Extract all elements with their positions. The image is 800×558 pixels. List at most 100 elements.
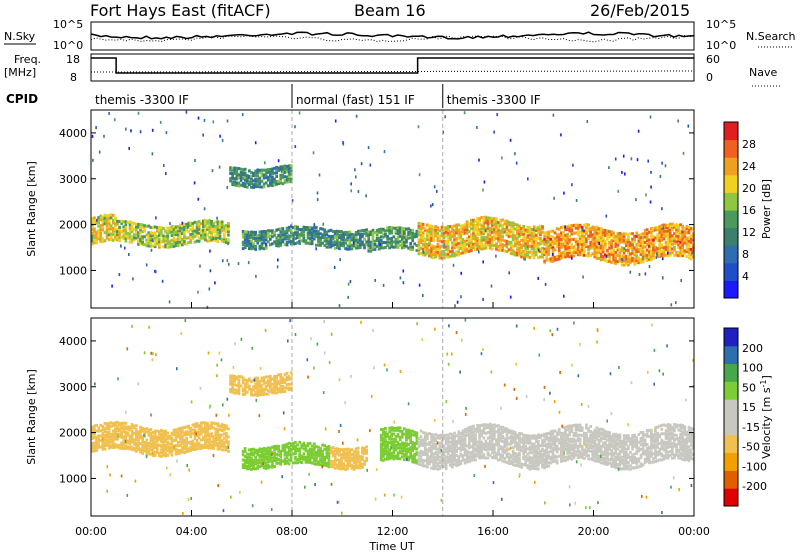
data-cell [154,454,157,457]
data-cell [246,391,249,394]
data-cell [491,241,494,244]
scatter-cell [464,111,466,114]
scatter-cell [563,295,565,298]
data-cell [480,242,483,245]
data-cell [617,244,620,247]
scatter-cell [478,250,480,253]
data-cell [294,441,297,444]
data-cell [93,216,96,219]
scatter-cell [656,252,658,255]
data-cell [602,250,605,253]
data-cell [397,433,400,436]
data-cell [623,236,626,239]
scatter-cell [631,157,633,160]
data-cell [541,256,544,259]
data-cell [447,248,450,251]
data-cell [254,245,257,248]
scatter-cell [294,125,296,128]
data-cell [614,251,617,254]
scatter-cell [146,263,148,266]
data-cell [365,457,368,460]
data-cell [401,436,404,439]
data-cell [137,445,140,448]
scatter-cell [140,130,142,133]
data-cell [673,246,676,249]
scatter-cell [227,242,229,245]
data-cell [309,442,312,445]
data-cell [518,457,521,460]
scatter-cell [277,265,279,268]
scatter-cell [647,160,649,163]
scatter-cell [370,164,372,167]
scatter-cell [255,141,257,144]
nsky-tick-high: 10^5 [53,18,83,31]
data-cell [384,427,387,430]
data-cell [573,255,576,258]
data-cell [589,425,592,428]
data-cell [143,230,146,233]
data-cell [135,424,138,427]
data-cell [284,390,287,393]
scatter-cell [384,150,386,153]
scatter-cell [572,164,574,167]
data-cell [217,240,220,243]
power-colorbar-label: Power [dB] [760,179,773,239]
scatter-cell [453,264,455,267]
data-cell [244,168,247,171]
scatter-cell [380,243,382,246]
data-cell [112,214,115,217]
data-cell [93,228,96,231]
data-cell [409,242,412,245]
data-cell [395,438,398,441]
scatter-cell [219,166,221,169]
data-cell [623,252,626,255]
cpid-segment-label: normal (fast) 151 IF [296,93,415,107]
data-cell [131,435,134,438]
data-cell [365,452,368,455]
scatter-cell [355,175,357,178]
data-cell [210,432,213,435]
scatter-cell [671,303,673,306]
data-cell [472,425,475,428]
scatter-cell [194,181,196,184]
data-cell [587,224,590,227]
scatter-cell [560,133,562,136]
data-cell [512,231,515,234]
scatter-cell [169,222,171,225]
data-cell [470,249,473,252]
scatter-cell [650,116,652,119]
scatter-cell [99,151,101,154]
data-cell [200,425,203,428]
data-cell [298,441,301,444]
data-cell [468,230,471,233]
data-cell [102,228,105,231]
scatter-cell [92,135,94,138]
scatter-cell [160,121,162,124]
scatter-cell [348,283,350,286]
scatter-cell [432,203,434,206]
scatter-cell [403,270,405,273]
data-cell [422,231,425,234]
scatter-cell [508,271,510,274]
data-cell [118,226,121,229]
data-cell [361,455,364,458]
data-cell [627,236,630,239]
data-cell [393,451,396,454]
scatter-cell [128,253,130,256]
scatter-cell [278,159,280,162]
scatter-cell [418,125,420,128]
data-cell [409,438,412,441]
data-cell [372,235,375,238]
scatter-cell [202,134,204,137]
scatter-cell [476,126,478,129]
data-cell [206,430,209,433]
data-cell [250,240,253,243]
data-cell [357,447,360,450]
data-cell [688,245,691,248]
data-cell [198,225,201,228]
data-cell [568,433,571,436]
scatter-cell [227,259,229,262]
data-cell [428,242,431,245]
data-cell [669,232,672,235]
